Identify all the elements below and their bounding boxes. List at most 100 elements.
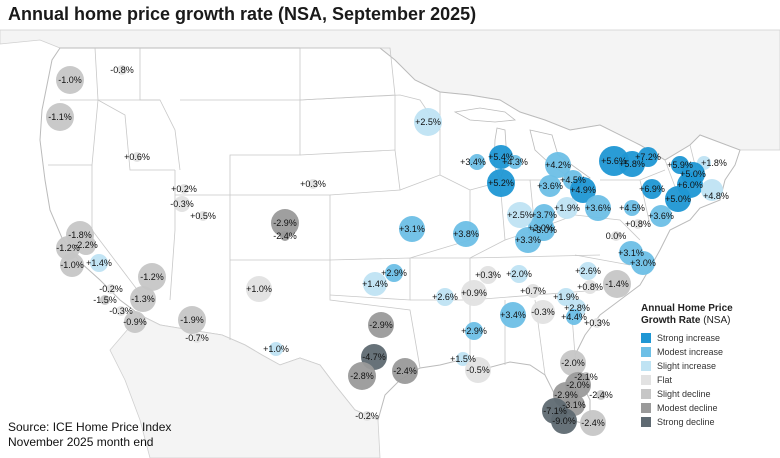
price-growth-label: +3.4% (500, 310, 526, 320)
price-growth-label: -7.1% (543, 406, 567, 416)
legend-title-text: Growth Rate (641, 315, 701, 326)
price-growth-label: +2.6% (575, 266, 601, 276)
price-growth-label: +2.9% (381, 268, 407, 278)
price-growth-label: +0.8% (625, 219, 651, 229)
price-growth-label: 0.0% (606, 231, 627, 241)
price-growth-marker (60, 253, 84, 277)
price-growth-label: +1.4% (362, 279, 388, 289)
price-growth-marker (392, 358, 418, 384)
price-growth-label: +1.8% (701, 158, 727, 168)
price-growth-marker (531, 300, 555, 324)
price-growth-label: -2.1% (574, 372, 598, 382)
legend-item-modest-increase: Modest increase (641, 345, 771, 359)
price-growth-label: -0.3% (531, 307, 555, 317)
price-growth-marker (414, 108, 442, 136)
mexico-land (109, 314, 381, 458)
price-growth-label: +3.1% (618, 248, 644, 258)
price-growth-marker (500, 302, 526, 328)
price-growth-marker (566, 309, 582, 325)
price-growth-marker (399, 216, 425, 242)
price-growth-label: -0.5% (466, 365, 490, 375)
price-growth-label: -1.5% (93, 295, 117, 305)
legend-label: Strong increase (657, 333, 721, 343)
price-growth-marker (570, 177, 596, 203)
legend-swatch (641, 389, 651, 399)
legend-title-line1: Annual Home Price (641, 303, 733, 314)
map-title: Annual home price growth rate (NSA, Sept… (8, 4, 477, 24)
legend-swatch (641, 417, 651, 427)
source-line: Source: ICE Home Price Index (8, 420, 172, 434)
price-growth-label: +3.0% (531, 225, 557, 235)
price-growth-label: +2.5% (507, 210, 533, 220)
price-growth-label: +0.3% (300, 179, 326, 189)
price-growth-label: +6.0% (677, 180, 703, 190)
price-growth-marker (246, 276, 272, 302)
price-growth-marker (138, 263, 166, 291)
price-growth-label: +2.9% (461, 326, 487, 336)
legend-swatch (641, 375, 651, 385)
price-growth-marker (368, 312, 394, 338)
price-growth-marker (539, 175, 561, 197)
price-growth-label: +3.0% (528, 223, 554, 233)
price-growth-label: +1.9% (554, 203, 580, 213)
price-growth-marker (280, 231, 290, 241)
price-growth-label: +4.2% (545, 160, 571, 170)
lake-superior (453, 107, 517, 123)
price-growth-label: +5.6% (601, 156, 627, 166)
price-growth-label: -1.8% (68, 230, 92, 240)
price-growth-label: +3.3% (515, 235, 541, 245)
price-growth-marker (624, 200, 640, 216)
legend-label: Flat (657, 375, 673, 385)
price-growth-label: +3.8% (453, 229, 479, 239)
price-growth-marker (579, 262, 597, 280)
price-growth-label: -1.1% (48, 112, 72, 122)
price-growth-marker (453, 221, 479, 247)
price-growth-label: +2.6% (432, 292, 458, 302)
price-growth-label: +7.2% (635, 152, 661, 162)
price-growth-marker (650, 205, 672, 227)
price-growth-marker (362, 411, 372, 421)
price-growth-marker (198, 211, 208, 221)
price-growth-label: +1.0% (263, 344, 289, 354)
price-growth-label: -0.3% (170, 199, 194, 209)
legend-item-slight-increase: Slight increase (641, 359, 771, 373)
price-growth-marker (465, 357, 491, 383)
price-growth-marker (479, 266, 497, 284)
price-growth-marker (526, 284, 540, 298)
price-growth-label: -0.2% (355, 411, 379, 421)
price-growth-label: +0.3% (584, 318, 610, 328)
price-growth-label: +0.8% (577, 282, 603, 292)
price-growth-label: -0.3% (109, 306, 133, 316)
price-growth-marker (596, 390, 606, 400)
price-growth-marker (456, 352, 470, 366)
legend-label: Strong decline (657, 417, 715, 427)
legend-swatch (641, 333, 651, 343)
legend-label: Slight increase (657, 361, 717, 371)
price-growth-marker (592, 318, 602, 328)
price-growth-label: +4.3% (502, 157, 528, 167)
price-growth-marker (642, 179, 662, 199)
legend-item-strong-decline: Strong decline (641, 415, 771, 429)
price-growth-marker (611, 231, 621, 241)
price-growth-marker (461, 280, 487, 306)
price-growth-marker (76, 235, 96, 255)
price-growth-label: -2.9% (369, 320, 393, 330)
price-growth-label: +2.5% (415, 117, 441, 127)
legend-title: Annual Home Price Growth Rate (NSA) (641, 303, 771, 327)
price-growth-marker (130, 286, 156, 312)
price-growth-label: -1.0% (60, 260, 84, 270)
price-growth-label: -2.9% (554, 390, 578, 400)
price-growth-marker (436, 288, 454, 306)
price-growth-label: -1.3% (131, 294, 155, 304)
price-growth-label: -2.0% (566, 380, 590, 390)
price-growth-label: -1.2% (56, 243, 80, 253)
price-growth-label: +4.4% (561, 312, 587, 322)
price-growth-marker (556, 197, 578, 219)
source-note: Source: ICE Home Price Index November 20… (8, 420, 171, 450)
legend-swatch (641, 361, 651, 371)
legend-item-flat: Flat (641, 373, 771, 387)
legend-label: Slight decline (657, 389, 711, 399)
price-growth-marker (192, 333, 202, 343)
price-growth-label: -1.2% (140, 272, 164, 282)
price-growth-marker (132, 152, 142, 162)
